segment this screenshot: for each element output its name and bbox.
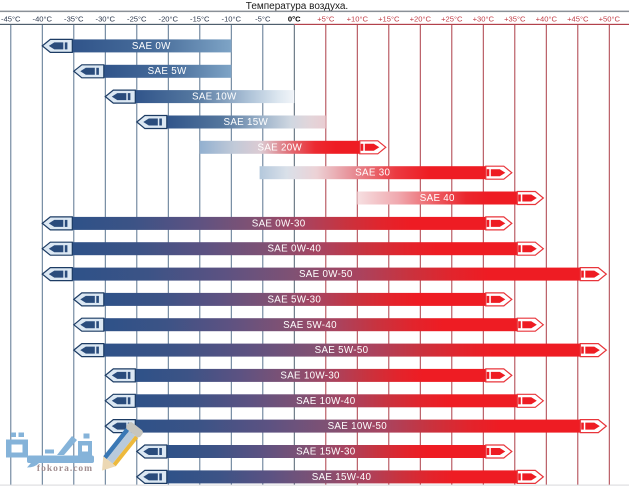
svg-text:+35°C: +35°C — [504, 14, 526, 23]
svg-text:-15°C: -15°C — [190, 14, 210, 23]
svg-text:+20°C: +20°C — [410, 14, 432, 23]
svg-text:+45°C: +45°C — [567, 14, 589, 23]
svg-text:SAE 15W-30: SAE 15W-30 — [296, 447, 356, 458]
svg-text:-10°C: -10°C — [222, 14, 242, 23]
svg-text:+50°C: +50°C — [599, 14, 621, 23]
svg-text:SAE 20W: SAE 20W — [258, 142, 303, 153]
svg-text:-20°C: -20°C — [159, 14, 179, 23]
svg-text:+5°C: +5°C — [317, 14, 335, 23]
svg-text:-40°C: -40°C — [33, 14, 53, 23]
svg-text:SAE 10W-30: SAE 10W-30 — [280, 370, 340, 381]
svg-text:+10°C: +10°C — [347, 14, 369, 23]
svg-text:+30°C: +30°C — [473, 14, 495, 23]
svg-text:SAE 30: SAE 30 — [355, 168, 390, 179]
svg-text:SAE 10W-40: SAE 10W-40 — [296, 396, 356, 407]
svg-text:-5°C: -5°C — [255, 14, 271, 23]
svg-text:Температура воздуха.: Температура воздуха. — [246, 1, 348, 12]
svg-text:+25°C: +25°C — [441, 14, 463, 23]
svg-text:SAE 10W-50: SAE 10W-50 — [328, 421, 388, 432]
svg-text:SAE 0W-30: SAE 0W-30 — [252, 218, 306, 229]
svg-text:SAE 0W: SAE 0W — [132, 41, 171, 52]
svg-text:SAE 10W: SAE 10W — [192, 92, 237, 103]
svg-text:SAE 15W: SAE 15W — [224, 117, 269, 128]
svg-text:SAE 5W: SAE 5W — [148, 66, 187, 77]
svg-text:SAE 0W-50: SAE 0W-50 — [299, 269, 353, 280]
svg-text:SAE 5W-30: SAE 5W-30 — [267, 294, 321, 305]
svg-text:SAE 5W-50: SAE 5W-50 — [315, 345, 369, 356]
svg-text:-35°C: -35°C — [64, 14, 84, 23]
svg-text:SAE 0W-40: SAE 0W-40 — [267, 244, 321, 255]
svg-text:SAE 15W-40: SAE 15W-40 — [312, 472, 372, 483]
svg-text:+15°C: +15°C — [378, 14, 400, 23]
svg-text:-45°C: -45°C — [1, 14, 21, 23]
svg-text:SAE 40: SAE 40 — [420, 193, 455, 204]
svg-text:0°C: 0°C — [288, 14, 301, 23]
svg-text:fokora.com: fokora.com — [37, 464, 93, 474]
svg-text:-25°C: -25°C — [127, 14, 147, 23]
svg-text:-30°C: -30°C — [96, 14, 116, 23]
svg-text:+40°C: +40°C — [536, 14, 558, 23]
svg-text:SAE 5W-40: SAE 5W-40 — [283, 320, 337, 331]
